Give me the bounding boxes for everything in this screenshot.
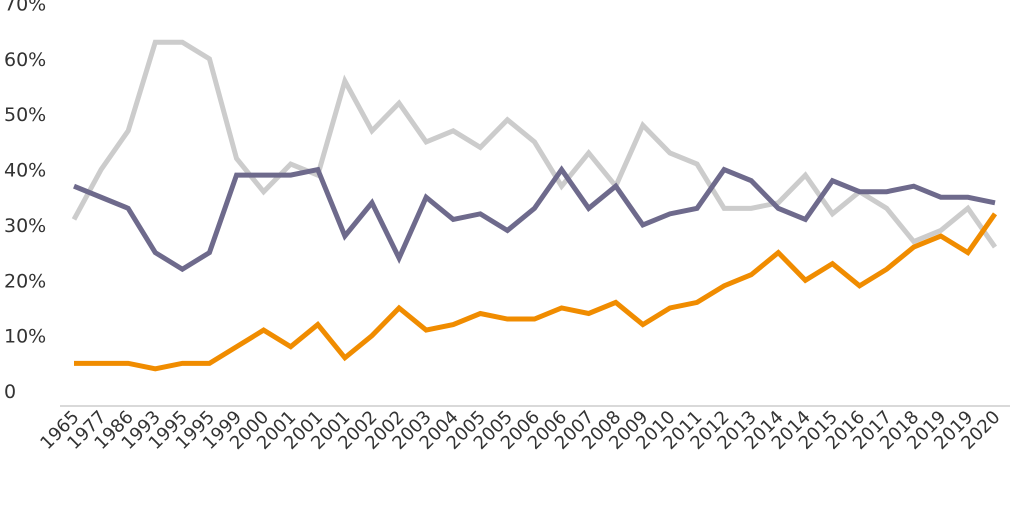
- y-tick-label: 40%: [4, 160, 46, 182]
- y-tick-label: 50%: [4, 104, 46, 126]
- y-tick-label: 70%: [4, 0, 46, 16]
- y-tick-label: 20%: [4, 270, 46, 292]
- y-tick-label: 30%: [4, 215, 46, 237]
- series-line-0: [74, 42, 995, 247]
- series-lines: [74, 42, 995, 369]
- x-axis: 1965197719861993199519951999200020012001…: [36, 407, 1004, 454]
- series-line-2: [74, 214, 995, 369]
- y-tick-label: 10%: [4, 326, 46, 348]
- y-tick-label: 0: [4, 381, 16, 403]
- y-tick-label: 60%: [4, 49, 46, 71]
- y-axis: 0 10% 20% 30% 40% 50% 60% 70%: [4, 0, 46, 403]
- series-line-1: [74, 170, 995, 270]
